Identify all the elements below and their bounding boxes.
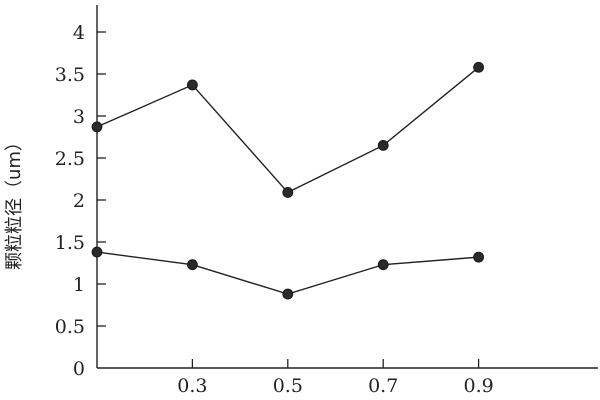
y-tick-label: 1	[73, 274, 85, 296]
x-tick-label: 0.3	[177, 375, 207, 397]
data-point-series-1	[377, 139, 389, 151]
y-tick-label: 2.5	[55, 148, 85, 170]
data-point-series-1	[473, 61, 485, 73]
x-tick-label: 0.5	[273, 375, 303, 397]
y-tick-label: 0	[73, 358, 85, 380]
data-point-series-2	[473, 251, 485, 263]
y-tick-label: 2	[73, 190, 85, 212]
series-line-1	[96, 66, 480, 194]
y-axis-label: 颗粒粒径（um）	[4, 133, 25, 270]
data-point-series-2	[91, 246, 103, 258]
y-tick-label: 3.5	[55, 64, 85, 86]
x-tick-label: 0.7	[368, 375, 398, 397]
data-point-series-1	[91, 121, 103, 133]
data-point-series-2	[377, 259, 389, 271]
data-point-series-2	[186, 259, 198, 271]
series-line-2	[96, 251, 479, 295]
series-group	[91, 61, 485, 300]
y-tick-label: 3	[73, 106, 85, 128]
y-tick-label: 4	[73, 22, 85, 44]
y-tick-label: 1.5	[55, 232, 85, 254]
data-point-series-1	[282, 187, 294, 198]
x-tick-label: 0.9	[463, 375, 493, 397]
y-tick-label: 0.5	[55, 316, 85, 338]
data-point-series-1	[186, 79, 198, 91]
axes: 0 0.5 1 1.5 2 2.5 3 3.5 4 0.3 0.5 0.7 0.9	[55, 5, 598, 397]
data-point-series-2	[282, 288, 294, 300]
